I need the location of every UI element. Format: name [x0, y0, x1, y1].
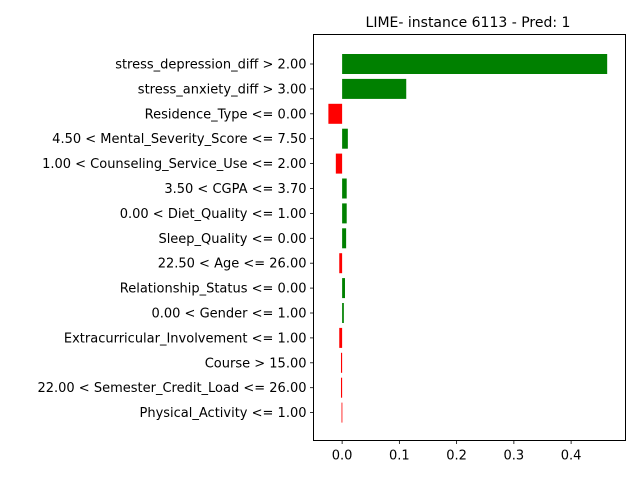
bar — [342, 228, 347, 249]
y-tick-labels: stress_depression_diff > 2.00 stress_anxi… — [37, 58, 314, 421]
bar — [342, 203, 347, 224]
x-tick-label: 0.0 — [332, 449, 353, 464]
chart-title: LIME- instance 6113 - Pred: 1 — [366, 15, 571, 31]
x-tick-label: 0.1 — [389, 449, 410, 464]
y-tick-label: Sleep_Quality <= 0.00 — [158, 232, 306, 247]
y-tick-label: Residence_Type <= 0.00 — [145, 107, 307, 122]
x-tick-label: 0.3 — [504, 449, 525, 464]
plot-frame — [313, 34, 626, 441]
y-tick-label: stress_depression_diff > 2.00 — [115, 58, 306, 73]
y-tick-label: stress_anxiety_diff > 3.00 — [138, 82, 307, 97]
bar — [339, 327, 343, 348]
bar — [341, 402, 343, 423]
x-tick-label: 0.4 — [561, 449, 582, 464]
y-tick-label: Relationship_Status <= 0.00 — [120, 282, 307, 297]
y-tick-label: 0.00 < Diet_Quality <= 1.00 — [120, 207, 307, 222]
y-tick-label: 4.50 < Mental_Severity_Score <= 7.50 — [52, 132, 306, 147]
bar — [340, 377, 343, 398]
y-tick-label: Extracurricular_Involvement <= 1.00 — [64, 331, 307, 346]
y-tick-label: 22.00 < Semester_Credit_Load <= 26.00 — [37, 381, 306, 396]
bars-layer — [328, 54, 608, 423]
bar — [340, 352, 343, 373]
y-tick-label: Physical_Activity <= 1.00 — [140, 406, 307, 421]
y-tick-label: 0.00 < Gender <= 1.00 — [151, 307, 306, 322]
y-tick-label: Course > 15.00 — [205, 356, 307, 371]
bar — [335, 153, 343, 174]
bar — [342, 54, 608, 74]
bar — [342, 278, 345, 299]
x-ticks: 0.0 0.1 0.2 0.3 0.4 — [332, 440, 582, 464]
bar — [339, 253, 343, 274]
y-tick-label: 3.50 < CGPA <= 3.70 — [164, 182, 306, 197]
bar — [328, 103, 343, 124]
bar — [342, 303, 344, 323]
x-tick-label: 0.2 — [446, 449, 467, 464]
bar — [342, 178, 347, 199]
bar — [342, 78, 407, 99]
y-tick-label: 1.00 < Counseling_Service_Use <= 2.00 — [42, 157, 306, 172]
y-tick-label: 22.50 < Age <= 26.00 — [158, 257, 307, 272]
bar — [342, 128, 348, 149]
